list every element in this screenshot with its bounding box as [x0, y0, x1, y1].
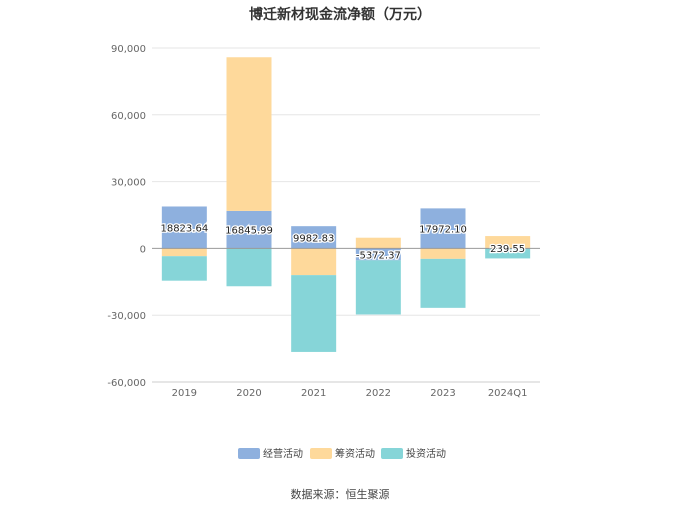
legend: 经营活动 筹资活动 投资活动 [238, 447, 446, 460]
bar-segment [355, 248, 401, 261]
bar-segment [355, 237, 401, 249]
y-tick-label: 30,000 [111, 178, 146, 189]
legend-label: 投资活动 [406, 447, 446, 460]
bar-segment [420, 248, 466, 259]
x-tick-label: 2020 [236, 388, 261, 399]
data-label: 9982.83 [293, 233, 334, 244]
bar-segment [291, 248, 337, 276]
data-label: 16845.99 [225, 226, 273, 237]
legend-label: 经营活动 [263, 447, 303, 460]
data-label: 239.55 [490, 244, 525, 255]
y-tick-label: -30,000 [107, 311, 146, 322]
bar-segment [291, 275, 337, 352]
data-label: -5372.37 [356, 250, 401, 261]
bar-segment [291, 226, 337, 249]
y-tick-label: -60,000 [107, 378, 146, 389]
x-tick-label: 2022 [366, 388, 391, 399]
legend-swatch [381, 448, 403, 459]
grid-lines [152, 47, 540, 383]
bar-segment [161, 248, 207, 257]
bar-segment [226, 57, 272, 211]
data-label: 17972.10 [419, 224, 467, 235]
bar-segment [355, 260, 401, 315]
bar-group [161, 57, 531, 352]
bar-segment [420, 258, 466, 308]
x-tick-label: 2019 [172, 388, 197, 399]
data-label: 18823.64 [160, 223, 208, 234]
bar-segment [161, 206, 207, 249]
y-tick-label: 60,000 [111, 111, 146, 122]
bar-segment [226, 248, 272, 287]
legend-swatch [310, 448, 332, 459]
y-tick-label: 90,000 [111, 44, 146, 55]
axes: 90,000 60,000 30,000 0 -30,000 -60,000 2019 202… [107, 44, 540, 399]
bar-segment [161, 256, 207, 281]
y-tick-label: 0 [140, 244, 146, 255]
x-tick-label: 2024Q1 [488, 388, 528, 399]
legend-swatch [238, 448, 260, 459]
bar-segment [485, 248, 531, 259]
x-tick-label: 2021 [301, 388, 326, 399]
data-labels: 18823.64 16845.99 9982.83 -5372.37 17972.10 2… [159, 222, 526, 262]
x-tick-label: 2023 [430, 388, 455, 399]
bar-segment [420, 208, 466, 249]
legend-label: 筹资活动 [335, 447, 375, 460]
bar-segment [226, 210, 272, 249]
data-source-note: 数据来源：恒生聚源 [290, 488, 390, 501]
chart-title: 博迁新材现金流净额（万元） [249, 7, 431, 23]
bar-segment [485, 236, 531, 248]
